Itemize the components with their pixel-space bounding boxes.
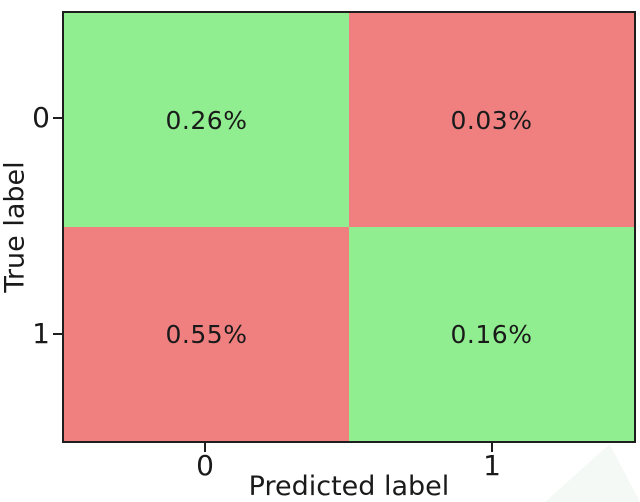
- x-axis-label: Predicted label: [248, 471, 450, 502]
- x-tick-label-1: 1: [483, 449, 501, 482]
- cell-true1-pred1: 0.16%: [349, 227, 634, 441]
- y-tick-mark-1: [53, 333, 62, 335]
- x-tick-mark-0: [204, 443, 206, 452]
- y-tick-label-1: 1: [32, 317, 50, 350]
- y-tick-label-0: 0: [32, 101, 50, 134]
- cell-true1-pred0: 0.55%: [64, 227, 349, 441]
- cell-true0-pred0: 0.26%: [64, 13, 349, 227]
- cell-true0-pred1: 0.03%: [349, 13, 634, 227]
- x-tick-label-0: 0: [196, 449, 214, 482]
- cell-value-true0-pred1: 0.03%: [450, 105, 533, 135]
- x-tick-mark-1: [491, 443, 493, 452]
- cell-value-true0-pred0: 0.26%: [165, 105, 248, 135]
- plot-area: 0.26% 0.03% 0.55% 0.16%: [62, 11, 636, 443]
- y-axis-label: True label: [0, 161, 31, 293]
- y-tick-mark-0: [53, 117, 62, 119]
- cell-value-true1-pred0: 0.55%: [165, 319, 248, 349]
- cell-value-true1-pred1: 0.16%: [450, 319, 533, 349]
